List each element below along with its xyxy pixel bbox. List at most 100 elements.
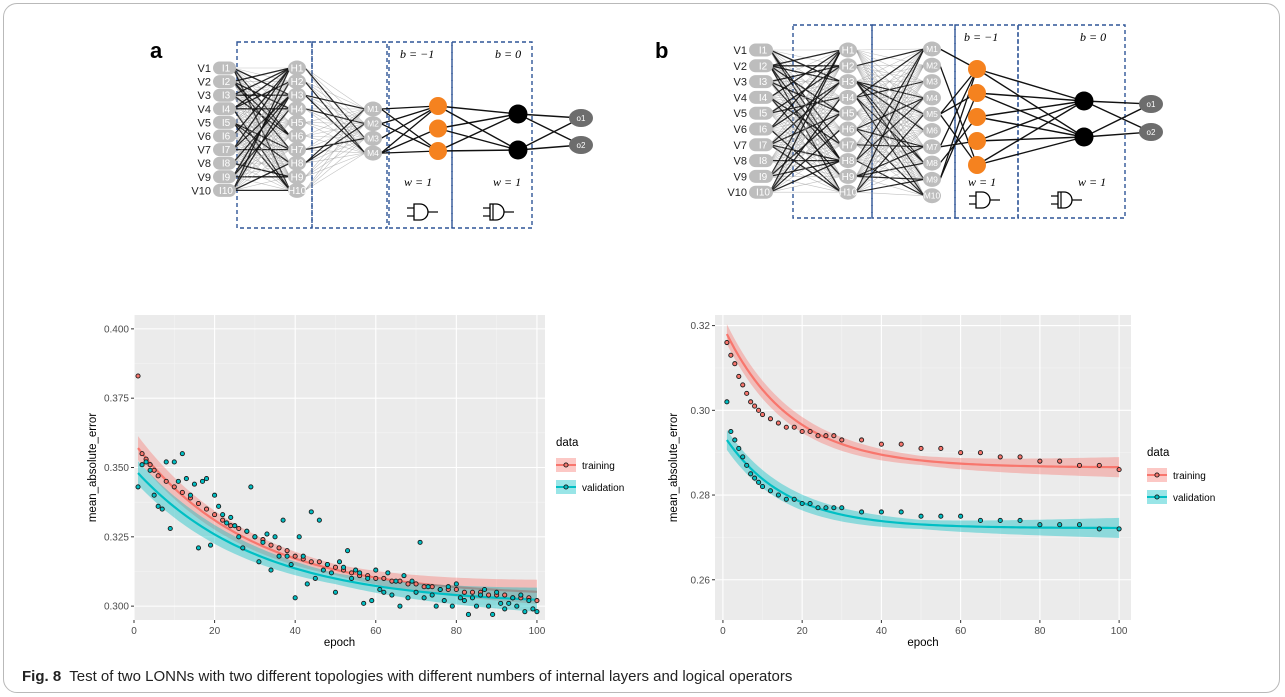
- chart-a-point-validation: [155, 503, 161, 509]
- panel-a-edge-hm: [304, 94, 366, 124]
- chart-b-point-training: [744, 390, 750, 396]
- chart-a-point-validation: [208, 542, 214, 548]
- chart-a-point-training: [332, 564, 339, 570]
- chart-a-point-training: [135, 373, 141, 379]
- panel-b-edge-hm: [855, 81, 925, 193]
- panel-a-edge-hm: [304, 108, 366, 164]
- panel-b-edge-ih: [769, 97, 842, 193]
- panel-b-edge-ih: [769, 144, 842, 193]
- panel-a-input-v-label: V9: [198, 172, 211, 184]
- chart-a-point-validation: [437, 586, 443, 593]
- panel-b-hidden-label: H4: [842, 93, 855, 104]
- panel-b-input-i-label: I2: [759, 61, 768, 72]
- panel-b-middle-node: [923, 41, 941, 57]
- panel-a-edge-hm: [304, 123, 366, 164]
- chart-a-point-validation: [425, 584, 431, 590]
- chart-a-point-validation: [449, 603, 455, 609]
- panel-a-output-label: o1: [577, 114, 586, 123]
- chart-a-point-training: [179, 489, 185, 496]
- panel-b-edge-ih: [769, 176, 842, 193]
- chart-a-point-training: [349, 570, 355, 576]
- chart-b-point-validation: [767, 488, 774, 494]
- panel-b-output-node: [1139, 123, 1163, 141]
- panel-a-input-node: [213, 129, 236, 143]
- panel-a-input-i-label: I2: [222, 77, 231, 88]
- panel-a-edge-hm: [304, 122, 366, 124]
- panel-a-edge-orand: [437, 113, 519, 152]
- panel-b-edge-orand: [976, 116, 1085, 138]
- chart-b-smooth-training: [725, 333, 1120, 469]
- chart-a-tick-label-x: 0: [131, 626, 137, 637]
- panel-b-and-gate-icon: [1057, 191, 1073, 209]
- panel-b-hidden-node: [839, 42, 857, 58]
- panel-b-edge-ih: [769, 49, 842, 161]
- chart-a-point-training: [139, 451, 145, 457]
- chart-b-ylabel: mean_absolute_error: [668, 413, 680, 522]
- panel-b-edge-mor: [939, 68, 978, 115]
- chart-b-tick-label-x: 40: [876, 626, 888, 637]
- chart-a-point-validation: [232, 523, 238, 529]
- panel-a-edge-hm: [304, 108, 366, 125]
- panel-b-output-node: [1139, 95, 1163, 113]
- panel-a-edge-mor: [380, 105, 439, 125]
- chart-a-point-training: [534, 598, 540, 604]
- chart-b-point-training: [898, 441, 904, 447]
- chart-a-point-validation: [244, 528, 250, 534]
- chart-b-point-training: [767, 416, 774, 422]
- chart-a-point-validation: [276, 553, 282, 559]
- chart-b-legend-label-validation: validation: [1173, 493, 1215, 504]
- panel-a-input-i-label: I9: [222, 172, 231, 183]
- panel-b-hidden-label: H1: [842, 46, 855, 57]
- panel-a-input-node: [213, 102, 236, 116]
- panel-a-bias-and: b = 0: [495, 47, 521, 61]
- panel-b-hidden-label: H9: [842, 172, 855, 183]
- panel-a-or-node: [429, 97, 447, 115]
- panel-b-hidden-node: [839, 105, 857, 121]
- chart-a-point-validation: [465, 611, 471, 618]
- chart-a-tick-label-x: 20: [209, 626, 221, 637]
- chart-a-point-validation: [240, 545, 246, 551]
- panel-a-input-v-label: V10: [191, 185, 211, 197]
- panel-b-hidden-label: H7: [842, 140, 855, 151]
- panel-a-hidden-label: H7: [291, 145, 304, 156]
- panel-b-output-label: o1: [1147, 100, 1156, 109]
- panel-a-edge-ih: [232, 67, 291, 83]
- chart-b-point-validation: [740, 454, 746, 460]
- chart-a-point-training: [486, 592, 492, 598]
- chart-a-point-validation: [316, 517, 322, 523]
- chart-a: 0 20 40 60 80 100 0.300 0.325 0.350 0.375 0.400 epo…: [87, 315, 624, 649]
- panel-a-or-node: [429, 142, 447, 160]
- panel-a-input-node: [213, 61, 236, 75]
- panel-b-hidden-label: H8: [842, 156, 855, 167]
- panel-a-hidden-node: [288, 128, 306, 144]
- chart-a-point-validation: [340, 564, 347, 570]
- panel-b-or-node: [968, 132, 986, 150]
- panel-b-middle-label: M7: [926, 142, 938, 152]
- chart-a-point-validation: [203, 476, 210, 482]
- panel-b-middle-node: [923, 155, 941, 171]
- panel-b-middle-label: M3: [926, 77, 938, 87]
- panel-a-edge-hm: [304, 108, 366, 123]
- panel-b-edge-hm: [855, 162, 925, 193]
- chart-b-xlabel: epoch: [907, 637, 938, 649]
- panel-a-edge-mor: [380, 105, 439, 110]
- chart-b-legend-key-point: [1154, 472, 1160, 478]
- chart-a-point-validation: [224, 520, 230, 526]
- panel-b-middle-label: M1: [926, 44, 938, 54]
- panel-b-hidden-label: H3: [842, 77, 855, 88]
- panel-b-hidden-node: [839, 168, 857, 184]
- panel-b-hidden-label: H5: [842, 109, 855, 120]
- panel-b-input-node: [749, 75, 773, 89]
- chart-b-point-training: [878, 441, 884, 447]
- panel-a-edge-ih: [232, 176, 291, 191]
- chart-b-legend-title: data: [1147, 447, 1170, 459]
- chart-a-point-validation: [514, 603, 520, 609]
- panel-b-hidden-node: [839, 74, 857, 90]
- chart-a-point-validation: [171, 459, 177, 465]
- panel-b-edge-orand: [976, 100, 1085, 142]
- chart-b-point-training: [918, 445, 924, 451]
- chart-b-point-training: [839, 437, 845, 443]
- panel-a-edge-ih: [232, 67, 291, 177]
- panel-b-input-v-label: V10: [727, 187, 747, 199]
- panel-b-edge-ih: [769, 49, 842, 67]
